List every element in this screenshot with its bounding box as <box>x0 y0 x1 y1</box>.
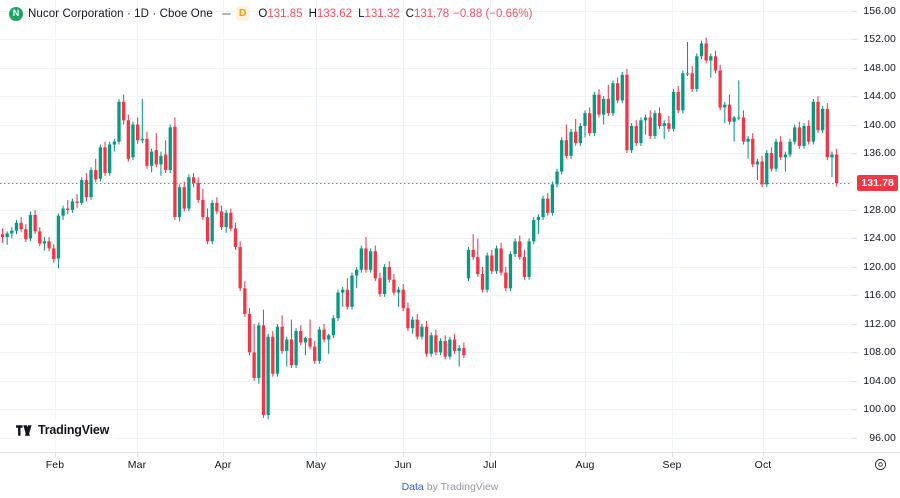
price-label: 128.00 <box>863 203 896 216</box>
price-tick <box>852 68 857 69</box>
price-tick <box>852 210 857 211</box>
price-tick <box>852 153 857 154</box>
time-tick <box>55 453 56 457</box>
price-tick <box>852 381 857 382</box>
attribution-bar: Data by TradingView <box>0 476 900 498</box>
time-tick <box>223 453 224 457</box>
time-tick <box>672 453 673 457</box>
price-tick <box>852 238 857 239</box>
attribution-link[interactable]: Data <box>401 481 424 493</box>
chart-settings-icon[interactable] <box>874 458 887 471</box>
price-label: 112.00 <box>864 317 896 330</box>
time-scale[interactable]: Feb Mar Apr May Jun Jul Aug Sep Oct <box>0 452 900 476</box>
price-label: 96.00 <box>869 431 896 444</box>
ohlc-values: O131.85 H133.62 L131.32 C131.78 −0.88 (−0.66… <box>258 8 532 20</box>
price-tick <box>852 96 857 97</box>
symbol-logo-icon: N <box>9 6 23 21</box>
time-label: Jul <box>483 459 497 471</box>
time-tick <box>137 453 138 457</box>
price-label: 124.00 <box>863 232 896 245</box>
ohlc-high-value: 133.62 <box>316 7 353 20</box>
price-tick <box>852 11 857 12</box>
ohlc-low-value: 131.32 <box>364 7 400 20</box>
price-tick <box>852 324 857 325</box>
time-label: Mar <box>127 459 147 471</box>
time-label: May <box>305 459 327 471</box>
current-price-badge[interactable]: 131.78 <box>857 175 898 192</box>
watermark-label: TradingView <box>38 423 110 437</box>
ohlc-low-key: L <box>358 7 365 20</box>
attribution-text: by TradingView <box>426 481 499 493</box>
ohlc-high-key: H <box>308 7 317 20</box>
ohlc-open-value: 131.85 <box>267 7 303 20</box>
price-tick <box>852 295 857 296</box>
price-label: 116.00 <box>864 289 896 302</box>
tradingview-logo-icon <box>16 424 32 436</box>
chart-plot-area[interactable] <box>0 0 852 452</box>
price-tick <box>852 267 857 268</box>
price-label: 140.00 <box>863 118 896 131</box>
price-label: 152.00 <box>863 33 896 46</box>
chart-legend: N Nucor Corporation · 1D · Cboe One D O1… <box>0 0 900 27</box>
ohlc-change: −0.88 (−0.66%) <box>453 7 533 20</box>
time-tick <box>403 453 404 457</box>
symbol-title[interactable]: Nucor Corporation · 1D · Cboe One <box>28 7 213 20</box>
interval-badge[interactable]: D <box>235 6 250 21</box>
time-label: Aug <box>575 459 595 471</box>
time-label: Sep <box>662 459 682 471</box>
time-tick <box>316 453 317 457</box>
price-label: 144.00 <box>863 90 896 103</box>
series-style-dash-icon <box>221 12 231 15</box>
time-tick <box>490 453 491 457</box>
ohlc-open-key: O <box>258 7 268 20</box>
symbol-logo-letter: N <box>12 8 20 18</box>
price-scale[interactable]: 156.00 152.00 148.00 144.00 140.00 136.00 128.… <box>851 0 900 452</box>
price-label: 136.00 <box>863 147 896 160</box>
price-label: 104.00 <box>863 374 896 387</box>
time-label: Feb <box>45 459 65 471</box>
time-tick <box>763 453 764 457</box>
price-tick <box>852 409 857 410</box>
ohlc-close-value: 131.78 <box>413 7 450 20</box>
price-label: 108.00 <box>863 346 896 359</box>
time-label: Jun <box>394 459 412 471</box>
price-label: 148.00 <box>863 61 896 74</box>
price-label: 120.00 <box>863 260 896 273</box>
price-label: 156.00 <box>863 4 896 17</box>
tradingview-watermark: TradingView <box>10 419 120 441</box>
ohlc-close-key: C <box>405 7 414 20</box>
price-label: 100.00 <box>863 403 896 416</box>
time-tick <box>585 453 586 457</box>
time-label: Oct <box>754 459 772 471</box>
time-label: Apr <box>214 459 232 471</box>
price-tick <box>852 438 857 439</box>
price-tick <box>852 39 857 40</box>
price-tick <box>852 352 857 353</box>
price-tick <box>852 125 857 126</box>
candlestick-canvas <box>0 0 852 452</box>
